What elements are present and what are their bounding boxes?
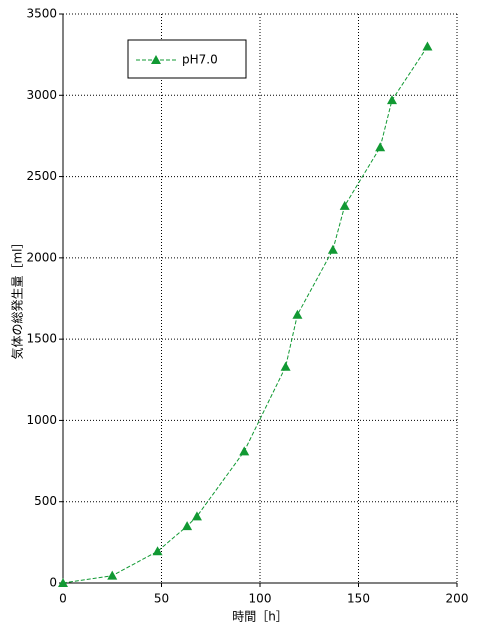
data-point [375,142,386,152]
y-tick-label: 1500 [26,332,57,346]
data-point [152,546,163,556]
x-tick-label: 200 [446,592,469,606]
series-line [62,46,428,584]
y-tick-label: 3500 [26,7,57,21]
data-point [239,446,250,456]
data-point [422,41,433,51]
x-tick-label: 150 [347,592,370,606]
legend-box [127,39,247,79]
y-axis-label: 気体の総発生量［ml］ [10,236,25,359]
data-point [292,309,303,319]
x-tick-label: 100 [249,592,272,606]
x-axis-label: 時間［h］ [232,610,288,624]
data-point [58,578,68,587]
y-tick-label: 500 [34,494,57,508]
data-point [386,95,397,105]
legend-label: pH7.0 [182,53,218,67]
data-point [327,244,338,254]
x-tick-label: 50 [154,592,169,606]
x-tick-label: 0 [59,592,67,606]
data-point [182,521,193,531]
y-tick-label: 0 [49,576,57,590]
legend-marker [151,55,161,64]
data-point [107,570,118,580]
y-tick-label: 3000 [26,88,57,102]
data-point [280,361,291,371]
y-tick-label: 1000 [26,413,57,427]
data-point [339,200,350,210]
data-point [191,511,202,521]
y-tick-label: 2000 [26,250,57,264]
y-tick-label: 2500 [26,169,57,183]
